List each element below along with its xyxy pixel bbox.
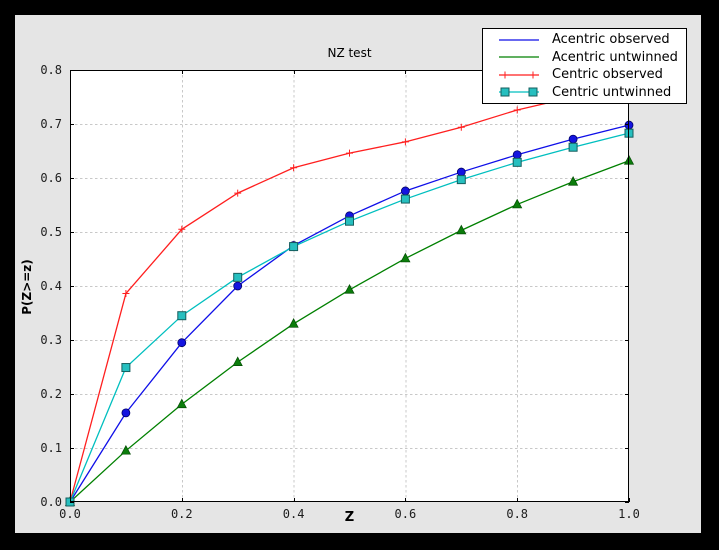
legend-line-sample: [499, 87, 539, 97]
legend-line-sample: [499, 39, 539, 41]
legend-item: Centric observed: [498, 66, 682, 84]
legend: Acentric observed Acentric untwinned Centr…: [482, 28, 687, 104]
tick-labels: 0.0 0.2 0.4 0.6 0.8 1.0 0.0 0.1 0.2 0.3 0.4 0.5 0.6 0…: [40, 63, 640, 521]
x-tick-label: 1.0: [618, 507, 640, 521]
y-axis-label: P(Z>=z): [20, 259, 34, 315]
legend-item: Acentric observed: [498, 31, 682, 49]
y-tick-label: 0.0: [40, 495, 62, 509]
plot-figure: 0.0 0.2 0.4 0.6 0.8 1.0 0.0 0.1 0.2 0.3 0.4 0.5 0.6 0…: [15, 15, 701, 533]
x-tick-label: 0.4: [283, 507, 305, 521]
y-tick-label: 0.4: [40, 279, 62, 293]
x-tick-label: 0.8: [506, 507, 528, 521]
legend-item: Centric untwinned: [498, 84, 682, 102]
legend-label: Acentric untwinned: [552, 49, 678, 65]
x-tick-label: 0.0: [59, 507, 81, 521]
legend-line-sample: [499, 71, 539, 79]
y-tick-label: 0.3: [40, 333, 62, 347]
legend-label: Acentric observed: [552, 32, 670, 48]
y-tick-label: 0.1: [40, 441, 62, 455]
x-axis-label: Z: [344, 510, 355, 525]
x-tick-label: 0.2: [171, 507, 193, 521]
y-tick-label: 0.6: [40, 171, 62, 185]
legend-item: Acentric untwinned: [498, 49, 682, 67]
y-tick-label: 0.2: [40, 387, 62, 401]
chart-title: NZ test: [327, 46, 372, 60]
legend-label: Centric untwinned: [552, 84, 672, 100]
x-tick-label: 0.6: [395, 507, 417, 521]
y-tick-label: 0.7: [40, 117, 62, 131]
legend-label: Centric observed: [552, 67, 663, 83]
legend-line-sample: [499, 56, 539, 58]
y-tick-label: 0.8: [40, 63, 62, 77]
chart-plot-area: 0.0 0.2 0.4 0.6 0.8 1.0 0.0 0.1 0.2 0.3 0.4 0.5 0.6 0…: [40, 63, 640, 521]
y-tick-label: 0.5: [40, 225, 62, 239]
